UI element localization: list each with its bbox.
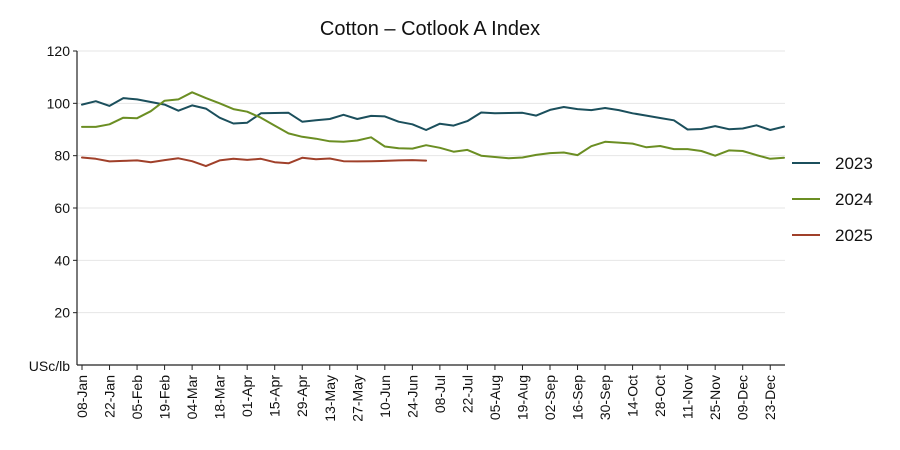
series-line-2025: [81, 156, 428, 168]
y-tick-label-60: 60: [54, 200, 70, 216]
x-tick-label-14-Oct: 14-Oct: [625, 375, 641, 417]
x-tick-label-19-Feb: 19-Feb: [157, 375, 173, 420]
x-tick-label-18-Mar: 18-Mar: [212, 375, 228, 420]
y-axis-unit-label: USc/lb: [29, 358, 70, 374]
legend-label-2024: 2024: [835, 190, 873, 209]
y-tick-label-100: 100: [47, 95, 71, 111]
x-tick-label-24-Jun: 24-Jun: [404, 375, 420, 418]
grid-lines: [77, 50, 785, 314]
legend-label-2023: 2023: [835, 154, 873, 173]
x-tick-label-11-Nov: 11-Nov: [680, 375, 696, 419]
x-tick-label-05-Feb: 05-Feb: [129, 375, 145, 420]
x-tick-label-30-Sep: 30-Sep: [597, 375, 613, 420]
x-tick-label-02-Sep: 02-Sep: [542, 375, 558, 420]
x-tick-label-16-Sep: 16-Sep: [570, 375, 586, 420]
x-tick-label-01-Apr: 01-Apr: [239, 375, 255, 417]
x-tick-label-13-May: 13-May: [322, 375, 338, 422]
x-tick-label-29-Apr: 29-Apr: [294, 375, 310, 417]
x-tick-label-22-Jan: 22-Jan: [102, 375, 118, 418]
y-tick-label-20: 20: [54, 305, 70, 321]
x-tick-label-08-Jan: 08-Jan: [74, 375, 90, 418]
x-tick-label-10-Jun: 10-Jun: [377, 375, 393, 418]
x-tick-label-27-May: 27-May: [349, 375, 365, 422]
x-tick-label-04-Mar: 04-Mar: [184, 375, 200, 420]
x-tick-label-09-Dec: 09-Dec: [735, 375, 751, 420]
x-tick-label-28-Oct: 28-Oct: [652, 375, 668, 417]
series-line-2023: [81, 97, 785, 131]
x-tick-label-25-Nov: 25-Nov: [707, 375, 723, 420]
x-tick-label-05-Aug: 05-Aug: [487, 375, 503, 420]
y-tick-label-80: 80: [54, 148, 70, 164]
series-lines: [81, 91, 785, 168]
series-line-2024: [81, 91, 785, 160]
x-tick-label-19-Aug: 19-Aug: [514, 375, 530, 420]
y-tick-label-40: 40: [54, 252, 70, 268]
y-ticks: 20 40 60 80 100 120: [47, 43, 77, 321]
x-tick-label-15-Apr: 15-Apr: [267, 375, 283, 417]
chart-title: Cotton – Cotlook A Index: [320, 18, 540, 40]
x-tick-label-22-Jul: 22-Jul: [459, 375, 475, 413]
legend: 2023 2024 2025: [792, 154, 873, 245]
x-ticks: 08-Jan 22-Jan 05-Feb 19-Feb 04-Mar 18-Mar 01-A…: [74, 365, 778, 422]
x-tick-label-08-Jul: 08-Jul: [432, 375, 448, 413]
y-tick-label-120: 120: [47, 43, 71, 59]
x-tick-label-23-Dec: 23-Dec: [762, 375, 778, 420]
legend-label-2025: 2025: [835, 226, 873, 245]
